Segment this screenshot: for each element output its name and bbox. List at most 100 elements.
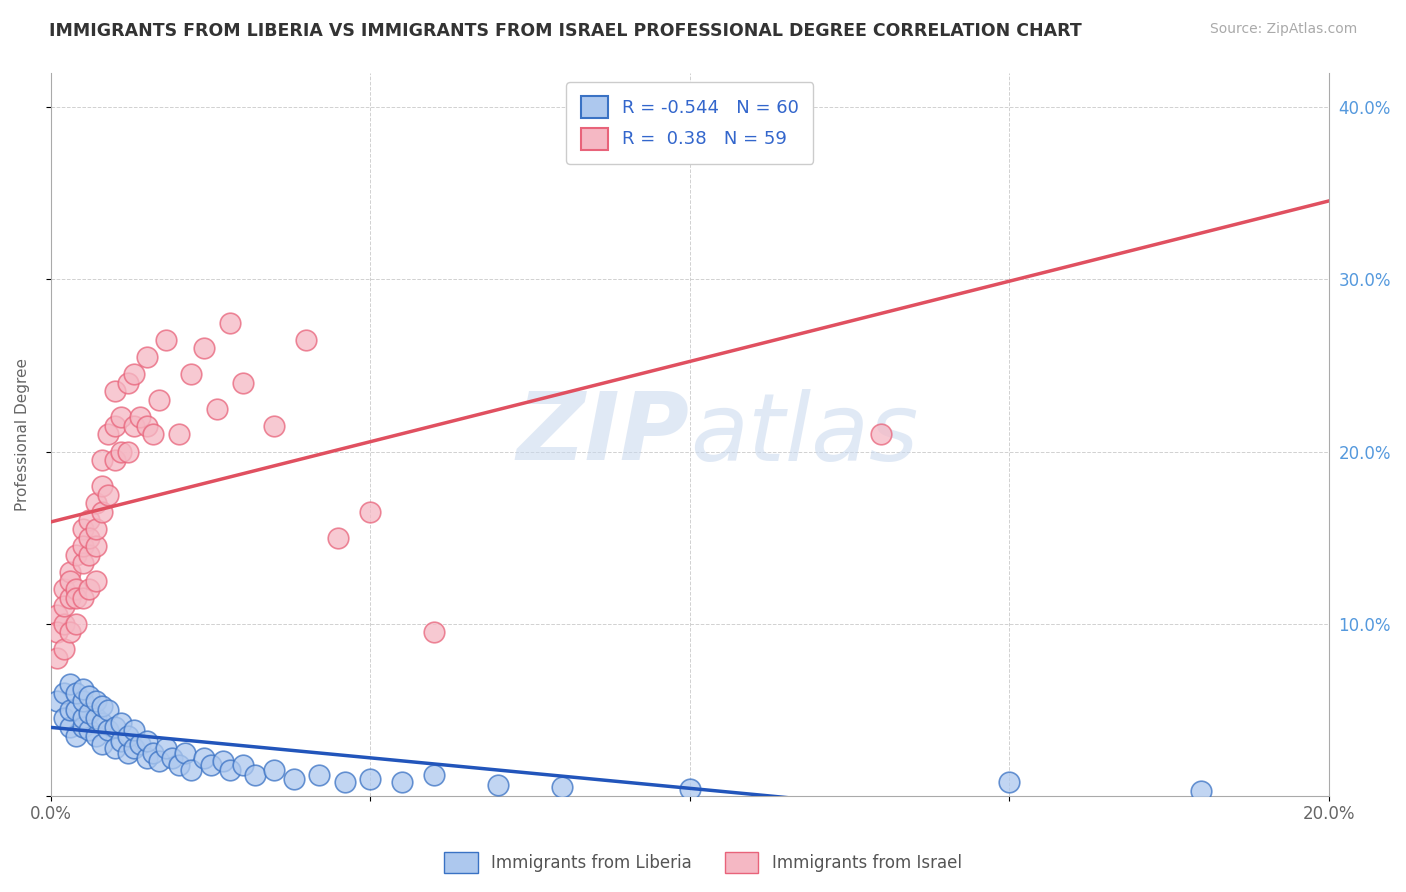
Point — [870, 427, 893, 442]
Point — [167, 427, 190, 442]
Point — [91, 737, 114, 751]
Point — [104, 453, 127, 467]
Point — [77, 689, 100, 703]
Point — [122, 723, 145, 738]
Point — [77, 548, 100, 562]
Point — [65, 685, 87, 699]
Point — [72, 591, 94, 605]
Text: IMMIGRANTS FROM LIBERIA VS IMMIGRANTS FROM ISRAEL PROFESSIONAL DEGREE CORRELATIO: IMMIGRANTS FROM LIBERIA VS IMMIGRANTS FR… — [49, 22, 1083, 40]
Point — [122, 418, 145, 433]
Point — [205, 401, 228, 416]
Y-axis label: Professional Degree: Professional Degree — [15, 358, 30, 511]
Point — [679, 781, 702, 796]
Point — [110, 444, 132, 458]
Point — [104, 740, 127, 755]
Point — [97, 703, 120, 717]
Point — [359, 772, 381, 786]
Point — [117, 746, 139, 760]
Point — [110, 410, 132, 425]
Point — [46, 625, 69, 640]
Point — [122, 740, 145, 755]
Point — [155, 333, 177, 347]
Point — [59, 703, 82, 717]
Point — [77, 706, 100, 721]
Point — [77, 723, 100, 738]
Point — [110, 716, 132, 731]
Legend: R = -0.544   N = 60, R =  0.38   N = 59: R = -0.544 N = 60, R = 0.38 N = 59 — [567, 82, 814, 164]
Point — [72, 557, 94, 571]
Point — [423, 768, 446, 782]
Point — [423, 625, 446, 640]
Point — [998, 775, 1021, 789]
Point — [104, 720, 127, 734]
Point — [77, 582, 100, 597]
Point — [84, 729, 107, 743]
Point — [180, 763, 202, 777]
Point — [1189, 783, 1212, 797]
Point — [117, 376, 139, 390]
Point — [91, 453, 114, 467]
Point — [122, 367, 145, 381]
Point — [135, 350, 157, 364]
Point — [65, 582, 87, 597]
Point — [77, 513, 100, 527]
Point — [59, 591, 82, 605]
Point — [263, 763, 285, 777]
Point — [142, 427, 165, 442]
Point — [218, 316, 240, 330]
Point — [59, 625, 82, 640]
Point — [72, 720, 94, 734]
Point — [52, 582, 75, 597]
Point — [65, 591, 87, 605]
Point — [117, 729, 139, 743]
Point — [84, 574, 107, 588]
Point — [167, 757, 190, 772]
Point — [391, 775, 413, 789]
Legend: Immigrants from Liberia, Immigrants from Israel: Immigrants from Liberia, Immigrants from… — [437, 846, 969, 880]
Point — [84, 539, 107, 553]
Point — [65, 703, 87, 717]
Point — [148, 392, 170, 407]
Text: atlas: atlas — [690, 389, 918, 480]
Point — [72, 522, 94, 536]
Point — [180, 367, 202, 381]
Point — [110, 733, 132, 747]
Point — [193, 341, 215, 355]
Point — [104, 418, 127, 433]
Point — [142, 746, 165, 760]
Point — [551, 780, 574, 794]
Point — [52, 685, 75, 699]
Point — [263, 418, 285, 433]
Point — [91, 699, 114, 714]
Point — [129, 737, 152, 751]
Point — [231, 376, 253, 390]
Point — [97, 723, 120, 738]
Point — [283, 772, 305, 786]
Point — [104, 384, 127, 399]
Point — [135, 751, 157, 765]
Point — [52, 599, 75, 614]
Point — [97, 487, 120, 501]
Point — [91, 505, 114, 519]
Point — [231, 757, 253, 772]
Point — [212, 755, 235, 769]
Point — [72, 711, 94, 725]
Point — [84, 496, 107, 510]
Point — [77, 531, 100, 545]
Point — [52, 711, 75, 725]
Point — [97, 427, 120, 442]
Point — [59, 720, 82, 734]
Point — [65, 548, 87, 562]
Point — [84, 522, 107, 536]
Point — [65, 616, 87, 631]
Point — [295, 333, 318, 347]
Point — [59, 565, 82, 579]
Point — [59, 574, 82, 588]
Point — [174, 746, 197, 760]
Point — [72, 681, 94, 696]
Point — [135, 418, 157, 433]
Point — [162, 751, 184, 765]
Point — [91, 716, 114, 731]
Point — [245, 768, 267, 782]
Point — [308, 768, 330, 782]
